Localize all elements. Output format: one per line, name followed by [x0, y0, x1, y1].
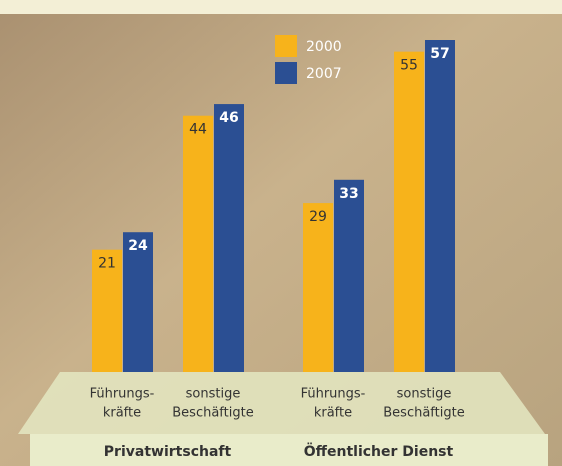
- platform: [18, 372, 545, 434]
- value-label: 57: [430, 46, 449, 62]
- bar: [334, 179, 364, 372]
- x-tick-label: sonstige: [186, 387, 241, 402]
- legend-label: 2000: [306, 39, 342, 55]
- bar: [303, 203, 333, 372]
- legend-swatch: [275, 35, 297, 57]
- value-label: 24: [128, 238, 148, 254]
- legend-label: 2007: [306, 66, 342, 82]
- bar: [214, 104, 244, 372]
- bar: [123, 232, 153, 372]
- group-strip: [30, 434, 548, 466]
- value-label: 29: [309, 209, 327, 225]
- group-label: Öffentlicher Dienst: [304, 442, 454, 460]
- group-label: Privatwirtschaft: [104, 444, 232, 460]
- top-strip: [0, 0, 562, 14]
- bar: [394, 51, 424, 373]
- value-label: 55: [400, 58, 418, 74]
- x-tick-label: kräfte: [103, 406, 141, 421]
- x-tick-label: kräfte: [314, 406, 352, 421]
- value-label: 44: [189, 122, 207, 138]
- value-label: 21: [98, 256, 116, 272]
- x-tick-label: Führungs-: [90, 387, 155, 402]
- value-label: 46: [219, 110, 238, 126]
- x-tick-label: sonstige: [397, 387, 452, 402]
- x-tick-label: Beschäftigte: [172, 406, 253, 421]
- bar: [183, 115, 213, 372]
- bar: [92, 249, 122, 372]
- value-label: 33: [339, 186, 358, 202]
- bar: [425, 40, 455, 372]
- legend-swatch: [275, 62, 297, 84]
- x-tick-label: Beschäftigte: [383, 406, 464, 421]
- x-tick-label: Führungs-: [301, 387, 366, 402]
